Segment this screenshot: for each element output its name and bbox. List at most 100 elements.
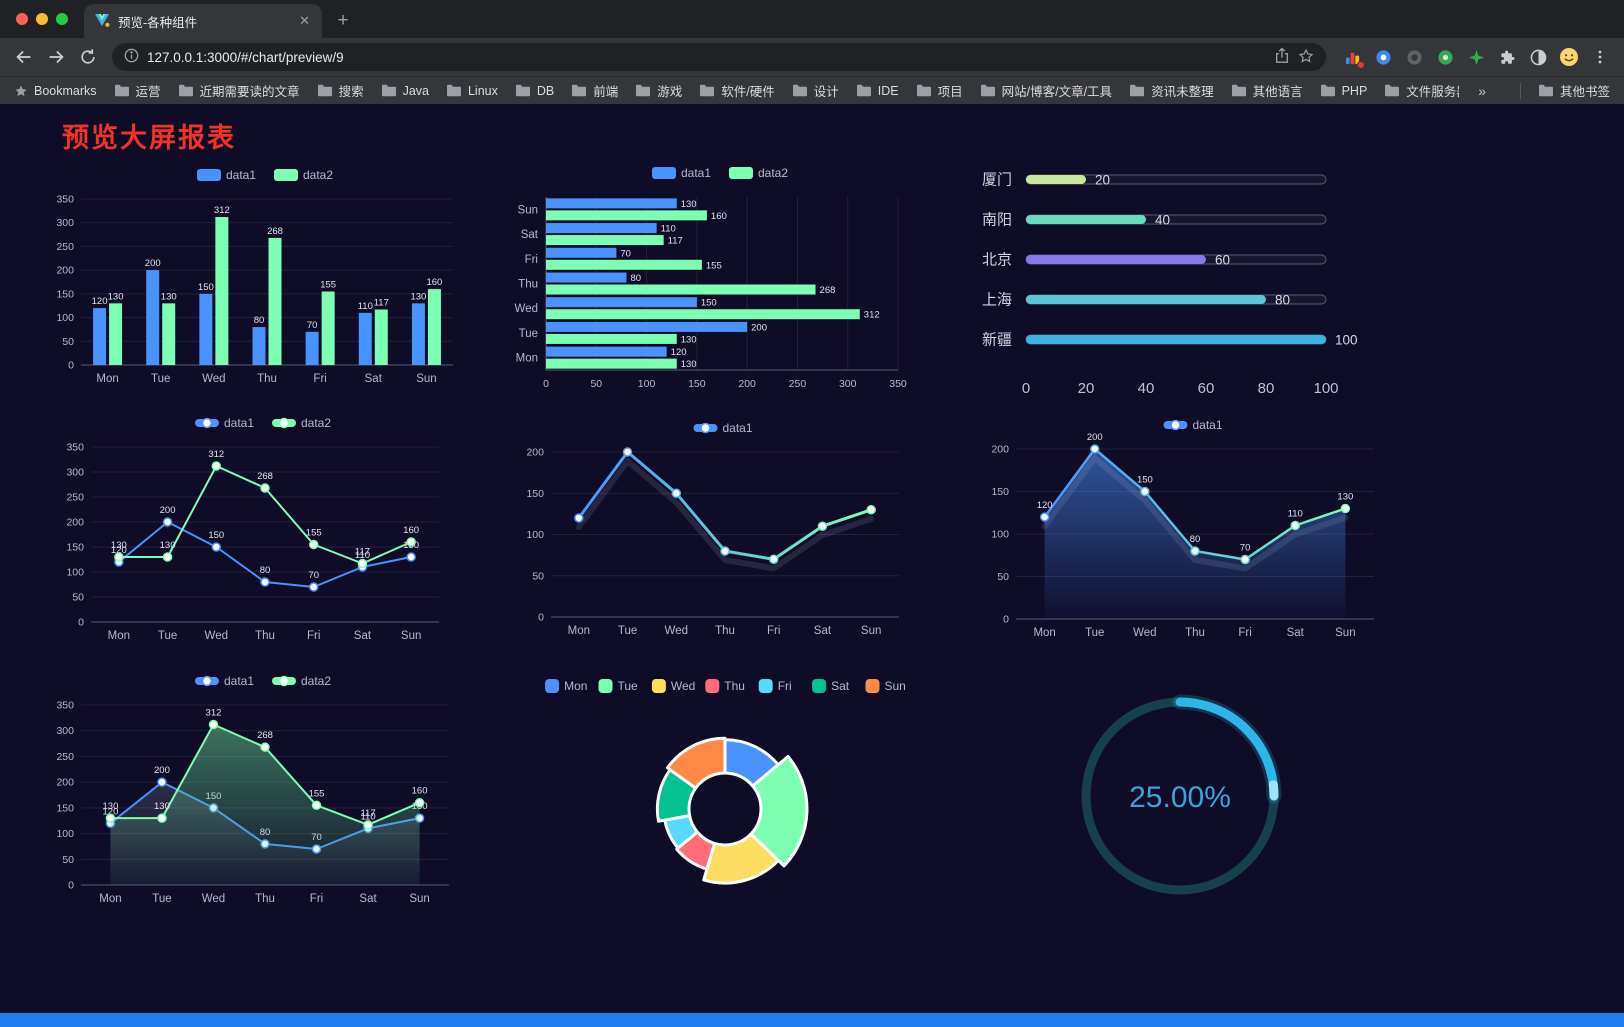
svg-text:200: 200 <box>154 765 170 776</box>
svg-text:155: 155 <box>309 788 325 799</box>
bookmark-folder[interactable]: 其他语言 <box>1231 81 1303 100</box>
back-button[interactable] <box>10 43 38 71</box>
svg-text:130: 130 <box>681 198 697 209</box>
svg-text:150: 150 <box>991 486 1009 498</box>
bookmark-folder[interactable]: 资讯未整理 <box>1129 81 1214 100</box>
dark-mode-contrast-icon[interactable] <box>1528 47 1548 67</box>
other-bookmarks-folder[interactable]: 其他书签 <box>1538 81 1610 100</box>
svg-text:200: 200 <box>56 265 74 277</box>
bookmark-folder[interactable]: Java <box>381 84 429 98</box>
double-area-line-chart-cell: data1 data2 0 50 100 150 200 250 300 350 Mon Tue Wed… <box>10 657 490 927</box>
bookmark-folder[interactable]: 软件/硬件 <box>699 81 775 100</box>
url-bar[interactable]: 127.0.0.1:3000/#/chart/preview/9 <box>112 43 1326 71</box>
bookmark-folder[interactable]: 搜索 <box>317 81 364 100</box>
bookmarks-bar: Bookmarks 运营 近期需要读的文章 搜索 Java Linux DB 前端 游戏 软件/… <box>0 76 1624 104</box>
svg-text:200: 200 <box>738 378 756 390</box>
extension-star-icon[interactable] <box>1466 47 1486 67</box>
svg-text:Sun: Sun <box>416 373 436 385</box>
folder-icon <box>980 84 995 97</box>
svg-text:Thu: Thu <box>724 679 745 693</box>
share-icon[interactable] <box>1274 47 1290 67</box>
svg-text:Thu: Thu <box>1185 627 1205 639</box>
browser-tab[interactable]: 预览-各种组件 ✕ <box>84 4 322 38</box>
new-tab-button[interactable]: + <box>337 10 349 31</box>
extension-gray-circle-icon[interactable] <box>1404 47 1424 67</box>
folder-icon <box>1130 84 1145 97</box>
svg-text:上海: 上海 <box>982 291 1012 308</box>
bottom-bar <box>0 1013 1624 1027</box>
bookmark-folder[interactable]: Linux <box>446 84 498 98</box>
svg-text:Sun: Sun <box>1335 627 1355 639</box>
svg-text:60: 60 <box>1198 380 1215 397</box>
svg-text:150: 150 <box>208 530 224 541</box>
svg-text:160: 160 <box>711 210 727 221</box>
svg-text:0: 0 <box>68 880 74 892</box>
bookmark-folder[interactable]: IDE <box>856 84 899 98</box>
svg-text:100: 100 <box>1313 380 1338 397</box>
profile-avatar[interactable] <box>1559 47 1579 67</box>
bookmark-folder[interactable]: 文件服务器 <box>1384 81 1459 100</box>
svg-text:200: 200 <box>160 505 176 516</box>
svg-text:Tue: Tue <box>618 679 639 693</box>
window-minimize-button[interactable] <box>36 13 48 25</box>
bookmark-folder[interactable]: PHP <box>1320 84 1367 98</box>
extensions-puzzle-icon[interactable] <box>1497 47 1517 67</box>
svg-text:Sat: Sat <box>1287 627 1305 639</box>
svg-text:50: 50 <box>532 570 544 582</box>
svg-text:155: 155 <box>320 279 336 290</box>
reload-button[interactable] <box>74 43 102 71</box>
kebab-menu-icon[interactable] <box>1590 47 1610 67</box>
svg-text:117: 117 <box>360 808 375 819</box>
bookmark-folder[interactable]: 项目 <box>916 81 963 100</box>
svg-text:300: 300 <box>56 217 74 229</box>
svg-text:312: 312 <box>208 449 224 460</box>
svg-text:100: 100 <box>56 312 74 324</box>
svg-text:北京: 北京 <box>982 251 1012 268</box>
svg-text:250: 250 <box>66 491 84 503</box>
svg-text:Sun: Sun <box>401 630 421 642</box>
svg-text:50: 50 <box>62 336 74 348</box>
svg-text:Sat: Sat <box>354 630 372 642</box>
svg-text:Fri: Fri <box>1238 627 1251 639</box>
folder-icon <box>1231 84 1246 97</box>
bookmark-folder[interactable]: 网站/博客/文章/工具 <box>980 81 1112 100</box>
extension-pin-icon[interactable] <box>1373 47 1393 67</box>
svg-text:0: 0 <box>538 611 544 623</box>
bookmark-folder[interactable]: 近期需要读的文章 <box>178 81 300 100</box>
svg-text:Thu: Thu <box>255 630 275 642</box>
window-close-button[interactable] <box>16 13 28 25</box>
svg-text:110: 110 <box>358 301 373 312</box>
gauge-chart-cell: 25.00% <box>930 657 1430 927</box>
svg-text:160: 160 <box>403 525 419 536</box>
svg-text:Tue: Tue <box>152 893 171 905</box>
bookmark-folder[interactable]: 前端 <box>571 81 618 100</box>
bookmark-star-icon[interactable] <box>1298 48 1314 67</box>
bookmark-item-bookmarks[interactable]: Bookmarks <box>14 84 97 98</box>
bookmarks-overflow-chevron[interactable]: » <box>1478 82 1486 99</box>
extension-chart-icon[interactable] <box>1342 47 1365 69</box>
bookmark-folder[interactable]: 游戏 <box>635 81 682 100</box>
window-zoom-button[interactable] <box>56 13 68 25</box>
tab-favicon-icon <box>94 12 110 31</box>
url-text[interactable]: 127.0.0.1:3000/#/chart/preview/9 <box>147 49 344 65</box>
bookmark-folder[interactable]: DB <box>515 84 554 98</box>
bookmark-folder[interactable]: 运营 <box>114 81 161 100</box>
svg-text:Wed: Wed <box>671 679 695 693</box>
svg-text:Tue: Tue <box>1085 627 1104 639</box>
page-title: 预览大屏报表 <box>62 123 236 153</box>
svg-text:155: 155 <box>306 527 322 538</box>
forward-button[interactable] <box>42 43 70 71</box>
site-info-icon[interactable] <box>124 48 139 66</box>
svg-text:Sat: Sat <box>359 893 377 905</box>
tab-close-icon[interactable]: ✕ <box>299 13 310 28</box>
folder-icon <box>916 84 931 97</box>
folder-icon <box>178 84 193 97</box>
bookmark-folder[interactable]: 设计 <box>792 81 839 100</box>
svg-text:120: 120 <box>111 545 127 556</box>
svg-text:110: 110 <box>360 811 375 822</box>
svg-text:100: 100 <box>66 566 84 578</box>
svg-text:130: 130 <box>681 334 697 345</box>
svg-text:Sat: Sat <box>365 373 383 385</box>
extension-green-circle-icon[interactable] <box>1435 47 1455 67</box>
